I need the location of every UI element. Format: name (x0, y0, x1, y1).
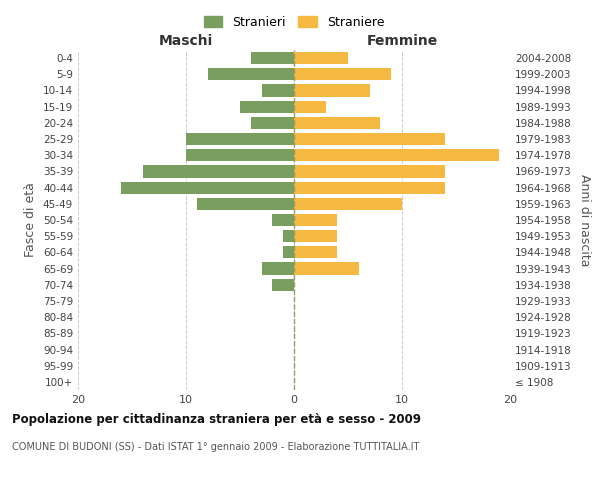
Bar (283, 230, 294, 242)
Bar (197, 198, 294, 210)
Bar (121, 182, 294, 194)
Bar (262, 84, 294, 96)
Y-axis label: Anni di nascita: Anni di nascita (578, 174, 591, 266)
Bar (208, 68, 294, 80)
Bar (240, 100, 294, 112)
Bar (294, 166, 445, 177)
Y-axis label: Fasce di età: Fasce di età (25, 182, 37, 258)
Bar (283, 246, 294, 258)
Bar (294, 68, 391, 80)
Bar (294, 214, 337, 226)
Bar (294, 149, 499, 162)
Bar (251, 117, 294, 129)
Bar (294, 246, 337, 258)
Bar (186, 133, 294, 145)
Text: Femmine: Femmine (367, 34, 437, 48)
Bar (294, 117, 380, 129)
Bar (294, 198, 402, 210)
Text: Maschi: Maschi (159, 34, 213, 48)
Bar (294, 100, 326, 112)
Bar (294, 52, 348, 64)
Bar (262, 262, 294, 274)
Legend: Stranieri, Straniere: Stranieri, Straniere (200, 12, 388, 32)
Bar (294, 230, 337, 242)
Bar (294, 262, 359, 274)
Text: Popolazione per cittadinanza straniera per età e sesso - 2009: Popolazione per cittadinanza straniera p… (12, 412, 421, 426)
Bar (294, 84, 370, 96)
Bar (294, 182, 445, 194)
Bar (143, 166, 294, 177)
Bar (251, 52, 294, 64)
Bar (186, 149, 294, 162)
Bar (272, 214, 294, 226)
Bar (272, 278, 294, 291)
Text: COMUNE DI BUDONI (SS) - Dati ISTAT 1° gennaio 2009 - Elaborazione TUTTITALIA.IT: COMUNE DI BUDONI (SS) - Dati ISTAT 1° ge… (12, 442, 419, 452)
Bar (294, 133, 445, 145)
